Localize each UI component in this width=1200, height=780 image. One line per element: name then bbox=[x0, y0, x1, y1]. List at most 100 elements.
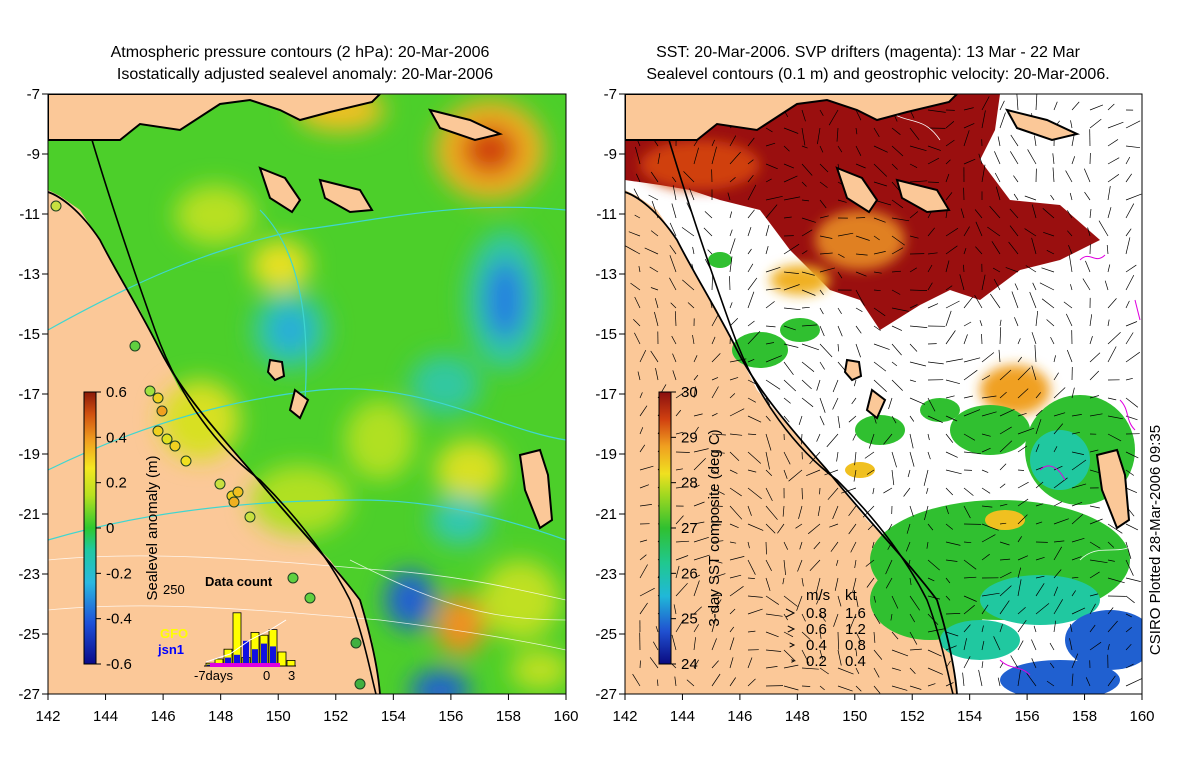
velocity-arrow bbox=[927, 577, 935, 582]
velocity-arrow bbox=[747, 320, 755, 327]
sst-colorbar-tick-label: 24 bbox=[681, 656, 698, 673]
velocity-arrow bbox=[990, 293, 1001, 309]
velocity-arrow bbox=[799, 541, 803, 550]
velocity-arrow bbox=[765, 613, 783, 617]
velocity-arrow bbox=[1046, 319, 1055, 327]
right-title-line2: Sealevel contours (0.1 m) and geostrophi… bbox=[646, 66, 1109, 83]
velocity-arrow bbox=[1024, 195, 1037, 201]
velocity-arrow bbox=[855, 649, 858, 657]
velocity-arrow bbox=[883, 433, 893, 445]
velocity-arrow bbox=[819, 415, 825, 426]
velocity-arrow bbox=[1053, 599, 1064, 615]
velocity-arrow bbox=[813, 541, 821, 550]
inset-jsn1-bar bbox=[252, 649, 258, 666]
velocity-arrow bbox=[832, 505, 839, 520]
velocity-arrow bbox=[634, 214, 641, 219]
velocity-arrow bbox=[652, 641, 659, 651]
velocity-arrow bbox=[654, 298, 659, 309]
velocity-arrow bbox=[1053, 546, 1063, 561]
inset-title: Data count bbox=[205, 574, 273, 589]
velocity-arrow bbox=[891, 289, 901, 295]
velocity-arrow bbox=[1025, 265, 1037, 273]
velocity-arrow bbox=[639, 427, 644, 435]
velocity-arrow bbox=[945, 358, 963, 363]
velocity-legend-header-ms: m/s bbox=[806, 587, 830, 604]
velocity-arrow bbox=[1017, 498, 1029, 507]
velocity-arrow bbox=[689, 188, 695, 201]
velocity-arrow bbox=[637, 371, 641, 381]
velocity-arrow bbox=[855, 235, 870, 241]
velocity-arrow bbox=[987, 226, 1001, 237]
velocity-arrow bbox=[675, 409, 682, 417]
svp-drifter-tracks bbox=[999, 254, 1141, 676]
velocity-arrow bbox=[999, 112, 1006, 129]
velocity-arrow bbox=[819, 199, 827, 209]
velocity-arrow bbox=[693, 624, 699, 633]
velocity-arrow bbox=[747, 137, 755, 147]
velocity-arrow bbox=[963, 433, 976, 441]
velocity-arrow bbox=[999, 662, 1004, 669]
velocity-arrow bbox=[963, 107, 974, 111]
velocity-arrow bbox=[765, 523, 776, 534]
velocity-arrow bbox=[906, 523, 911, 534]
sla-colorbar-tick-label: -0.4 bbox=[106, 611, 132, 628]
velocity-arrow bbox=[1029, 291, 1037, 309]
velocity-legend-arrow bbox=[785, 608, 796, 618]
velocity-arrow bbox=[669, 244, 677, 255]
velocity-arrow bbox=[1125, 203, 1135, 219]
velocity-arrow bbox=[981, 333, 983, 345]
velocity-arrow bbox=[963, 130, 970, 147]
velocity-arrow bbox=[693, 386, 696, 399]
velocity-arrow bbox=[927, 361, 944, 365]
right-axes: 142 144 146 148 150 152 154 156 158 160 -7 -9 -11 -13… bbox=[595, 86, 1154, 725]
velocity-arrow bbox=[1083, 168, 1091, 183]
velocity-arrow bbox=[873, 613, 881, 624]
velocity-arrow bbox=[999, 440, 1013, 453]
velocity-arrow bbox=[630, 282, 641, 291]
velocity-arrow bbox=[783, 145, 790, 152]
right-australia-coast bbox=[625, 191, 958, 694]
velocity-arrow bbox=[655, 626, 659, 633]
velocity-arrow bbox=[634, 296, 641, 309]
velocity-arrow bbox=[801, 397, 814, 408]
velocity-arrow bbox=[765, 541, 767, 555]
velocity-arrow bbox=[963, 369, 978, 381]
velocity-arrow bbox=[1069, 638, 1073, 651]
velocity-arrow bbox=[926, 487, 929, 494]
sla-colorbar: 0.6 0.4 0.2 0 -0.2 -0.4 -0.6 Sealevel anomaly … bbox=[83, 384, 161, 673]
velocity-arrow bbox=[1106, 244, 1109, 255]
velocity-arrow bbox=[927, 433, 930, 441]
velocity-arrow bbox=[837, 595, 842, 607]
right-lat-tick-label: -23 bbox=[595, 566, 617, 583]
velocity-arrow bbox=[1107, 157, 1120, 165]
velocity-arrow bbox=[848, 415, 857, 423]
velocity-arrow bbox=[711, 469, 719, 475]
velocity-arrow bbox=[945, 330, 956, 345]
velocity-arrow bbox=[909, 361, 926, 367]
velocity-arrow bbox=[747, 469, 757, 473]
velocity-arrow bbox=[834, 577, 839, 591]
velocity-arrow bbox=[639, 539, 648, 543]
velocity-arrow bbox=[765, 224, 770, 237]
velocity-arrow bbox=[711, 386, 719, 399]
velocity-arrow bbox=[747, 397, 756, 403]
velocity-arrow bbox=[866, 469, 875, 475]
velocity-arrow bbox=[711, 594, 722, 597]
velocity-arrow bbox=[883, 487, 893, 494]
velocity-arrow bbox=[1125, 663, 1134, 669]
velocity-arrow bbox=[854, 451, 857, 466]
velocity-arrow bbox=[1017, 356, 1022, 363]
velocity-arrow bbox=[693, 536, 709, 543]
velocity-arrow bbox=[1125, 377, 1133, 381]
velocity-arrow bbox=[783, 343, 799, 348]
velocity-arrow bbox=[747, 608, 763, 615]
velocity-arrow bbox=[729, 256, 733, 273]
velocity-arrow bbox=[1107, 103, 1115, 111]
right-lon-tick-label: 158 bbox=[1072, 708, 1097, 725]
velocity-arrow bbox=[909, 343, 918, 352]
velocity-arrow bbox=[801, 649, 810, 664]
velocity-arrow bbox=[783, 631, 794, 638]
velocity-arrow bbox=[837, 685, 853, 692]
left-lat-tick-label: -7 bbox=[27, 86, 40, 103]
velocity-legend-arrow bbox=[791, 659, 796, 663]
